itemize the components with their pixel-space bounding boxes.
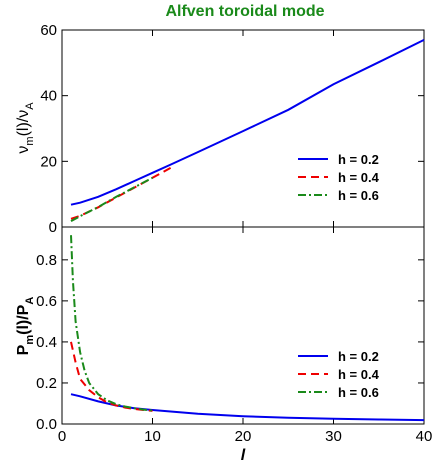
y-tick-label: 20: [40, 153, 57, 170]
panel-frequency-ylabel: νm(l)/νA: [15, 102, 36, 154]
panel-power-ylabel: Pm(l)/PA: [15, 297, 36, 356]
panel-frequency-legend: h = 0.2 h = 0.4 h = 0.6: [298, 152, 380, 203]
x-axis-label: l: [241, 447, 246, 464]
y-tick-label: 0.6: [36, 293, 57, 310]
y-tick-label: 0.4: [36, 334, 57, 351]
y-tick-label: 0.8: [36, 252, 57, 269]
series-line-h-0-2: [70, 39, 425, 206]
panel-power-yticks: 0.0 0.2 0.4 0.6 0.8: [36, 227, 425, 433]
x-tick-label: 20: [235, 428, 252, 445]
y-tick-label: 0.2: [36, 375, 57, 392]
legend-label: h = 0.4: [338, 170, 380, 185]
panel-frequency: 0 20 40 60 h = 0.2 h = 0.4 h = 0.6 νm(l)/νA: [15, 22, 425, 236]
x-tick-label: 0: [58, 428, 66, 445]
series-line-h-0-2: [70, 393, 425, 422]
chart-title: Alfven toroidal mode: [165, 3, 324, 20]
x-axis-ticks: 0 10 20 30 40: [58, 428, 433, 445]
panel-frequency-yticks: 0 20 40 60: [40, 22, 425, 236]
legend-label: h = 0.6: [338, 188, 379, 203]
panel-power: 0.0 0.2 0.4 0.6 0.8 h = 0.2 h = 0.4 h = 0.6 Pm…: [15, 226, 425, 433]
panel-power-series: [70, 235, 425, 422]
panel-frequency-series: [70, 39, 425, 222]
x-tick-label: 10: [144, 428, 161, 445]
series-line-h-0-4: [70, 167, 172, 220]
legend-label: h = 0.2: [338, 349, 379, 364]
series-line-h-0-4: [70, 341, 153, 412]
legend-label: h = 0.6: [338, 385, 379, 400]
legend-label: h = 0.4: [338, 367, 380, 382]
series-line-h-0-6: [70, 176, 153, 222]
y-tick-label: 0.0: [36, 416, 57, 433]
y-tick-label: 40: [40, 88, 57, 105]
x-tick-label: 30: [325, 428, 342, 445]
y-tick-label: 60: [40, 22, 57, 39]
series-line-h-0-6: [70, 235, 153, 412]
legend-label: h = 0.2: [338, 152, 379, 167]
y-tick-label: 0: [49, 219, 57, 236]
panel-power-legend: h = 0.2 h = 0.4 h = 0.6: [298, 349, 380, 400]
x-tick-label: 40: [416, 428, 433, 445]
